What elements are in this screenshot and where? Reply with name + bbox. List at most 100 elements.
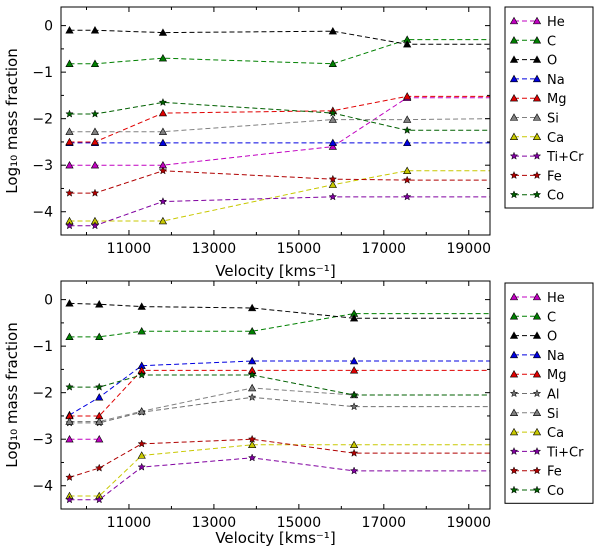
x-axis: 11000 13000 15000 17000 19000 (85, 281, 491, 531)
data-point-al (349, 402, 359, 411)
series-line-ticr (69, 457, 490, 501)
data-point-co (65, 382, 74, 391)
legend-marker (532, 312, 542, 320)
legend-label: Si (547, 407, 559, 422)
data-point-o (403, 40, 412, 48)
data-point-c (90, 59, 100, 67)
series-line-o (69, 302, 490, 319)
data-point-he (328, 142, 337, 150)
series-line-al (69, 396, 490, 424)
data-point-o (65, 26, 74, 34)
data-point-fe (65, 188, 74, 197)
legend: He CO Na Mg Al Si Ca Ti+Cr Fe Co (504, 282, 594, 504)
data-point-ticr (349, 466, 359, 475)
data-point-c (158, 53, 168, 62)
legend-marker (509, 93, 519, 102)
legend-marker (509, 36, 519, 44)
legend-marker (532, 36, 542, 44)
data-point-na (95, 393, 104, 401)
series-line-fe (69, 170, 490, 194)
data-point-si (137, 407, 146, 415)
y-axis: 0 −1 −2 −3 −4 (32, 19, 490, 236)
data-point-co (65, 109, 74, 118)
data-point-si (328, 115, 337, 123)
data-point-na (403, 138, 412, 147)
series-layer (65, 299, 490, 504)
y-tick-label: −3 (32, 158, 53, 174)
legend-box (504, 6, 594, 209)
legend-marker (509, 389, 519, 398)
series-line-ca (69, 170, 490, 222)
legend-marker (532, 485, 542, 494)
data-point-al (247, 392, 257, 401)
legend-marker (532, 389, 542, 398)
x-tick-label: 13000 (192, 515, 237, 531)
y-tick-label: −2 (32, 386, 53, 402)
data-point-na (349, 356, 359, 365)
data-point-si (65, 417, 74, 425)
data-point-na (328, 138, 337, 147)
data-point-o (248, 303, 257, 312)
y-tick-label: 0 (44, 19, 53, 35)
legend-label: Mg (547, 368, 566, 383)
legend-marker (509, 151, 519, 160)
data-point-fe (158, 166, 168, 175)
data-point-ticr (328, 192, 338, 201)
data-point-ticr (402, 192, 412, 201)
legend-marker (532, 74, 542, 83)
legend-marker (509, 16, 519, 25)
data-point-he (95, 434, 104, 443)
y-tick-label: −1 (32, 339, 53, 355)
y-tick-label: −4 (32, 479, 53, 495)
y-tick-label: −3 (32, 432, 53, 448)
data-point-c (328, 59, 337, 67)
data-point-he (65, 160, 74, 169)
data-point-o (158, 28, 168, 36)
data-point-si (95, 417, 104, 425)
series-line-ticr (69, 196, 490, 227)
data-point-mg (349, 366, 359, 374)
series-line-fe (69, 438, 490, 478)
legend-marker (532, 170, 542, 180)
data-point-ca (349, 440, 359, 448)
series-line-na (69, 360, 490, 416)
y-axis: 0 −1 −2 −3 −4 (32, 293, 490, 510)
data-point-o (95, 300, 104, 308)
x-tick-label: 15000 (277, 515, 322, 531)
data-point-co (137, 370, 146, 379)
data-point-co (349, 390, 359, 399)
series-layer (65, 26, 490, 230)
series-line-o (69, 29, 490, 45)
data-point-o (349, 314, 359, 322)
legend-label: Si (547, 112, 559, 127)
data-point-ticr (65, 221, 74, 230)
x-axis-label: Velocity [kms⁻¹] (215, 262, 335, 280)
x-axis: 11000 13000 15000 17000 19000 (85, 7, 491, 257)
bottom-panel: 11000 13000 15000 17000 19000 0 −1 −2 −3 −4 Veloci… (3, 280, 594, 547)
legend-marker (509, 74, 519, 83)
legend-marker (509, 113, 519, 121)
x-axis-label: Velocity [kms⁻¹] (215, 529, 335, 547)
legend-marker (509, 466, 519, 475)
top-panel: 11000 13000 15000 17000 19000 0 −1 −2 −3 −4 Veloci… (3, 6, 594, 280)
data-point-ca (403, 166, 412, 174)
data-point-fe (65, 472, 74, 481)
data-point-ca (328, 180, 337, 188)
series-line-mg (69, 369, 490, 417)
legend-marker (532, 55, 542, 63)
data-point-he (90, 160, 100, 169)
legend-marker (532, 93, 542, 102)
data-point-mg (403, 92, 412, 100)
data-point-o (90, 26, 100, 34)
data-point-si (65, 127, 74, 135)
legend-label: Al (547, 388, 560, 403)
y-tick-label: −1 (32, 65, 53, 81)
data-point-ticr (65, 495, 74, 504)
legend-box (504, 282, 594, 504)
legend-marker (532, 151, 542, 160)
legend-marker (532, 350, 542, 359)
legend-marker (509, 350, 519, 359)
data-point-fe (402, 175, 412, 184)
